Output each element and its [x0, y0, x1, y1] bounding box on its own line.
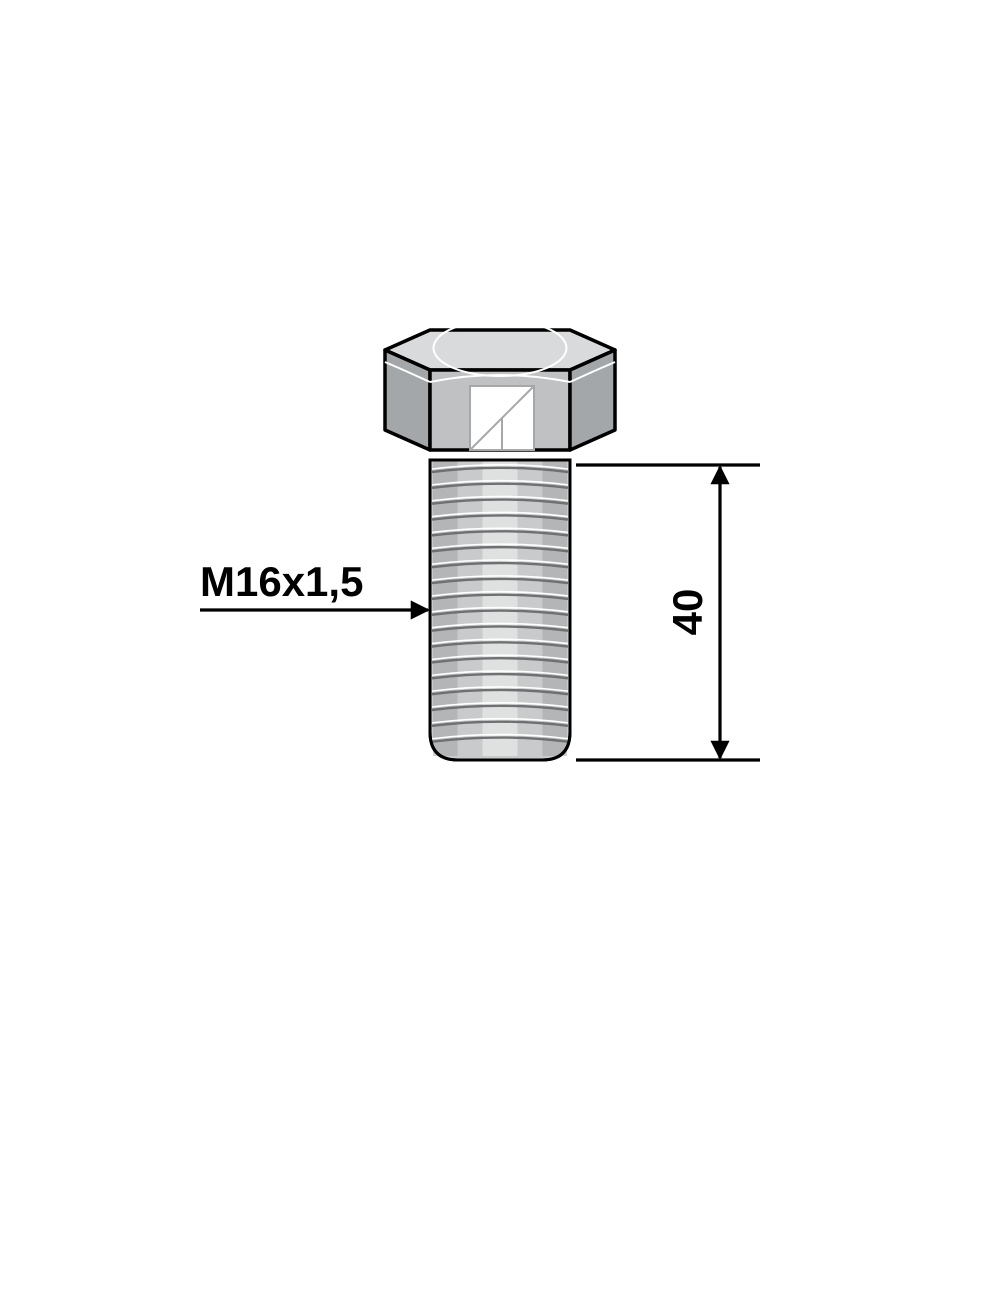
bolt-shaft	[430, 460, 570, 760]
technical-drawing: M16x1,5 40	[0, 0, 1000, 1300]
thread-spec-label: M16x1,5	[200, 558, 363, 605]
dim-value-length: 40	[664, 589, 711, 636]
